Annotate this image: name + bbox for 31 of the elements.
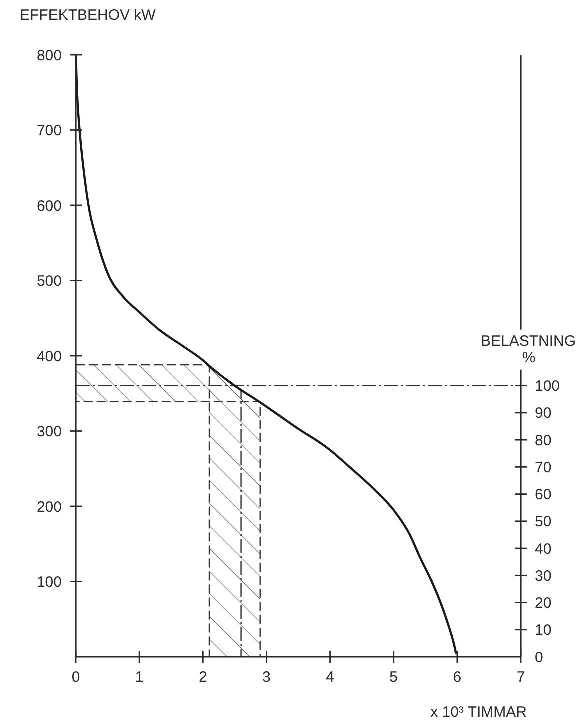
y2-tick-label: 90 bbox=[535, 405, 552, 422]
y2-tick-label: 40 bbox=[535, 540, 552, 558]
x-tick-label: 2 bbox=[198, 669, 208, 686]
y-tick-label: 600 bbox=[36, 198, 62, 215]
y2-tick-label: 10 bbox=[535, 622, 552, 640]
y2-tick-label: 20 bbox=[535, 595, 552, 612]
x-tick-label: 6 bbox=[453, 669, 462, 686]
x-tick-label: 5 bbox=[390, 669, 398, 686]
x-tick-label: 3 bbox=[262, 669, 271, 686]
y2-tick-label: 100 bbox=[535, 378, 560, 396]
y2-tick-label: 70 bbox=[535, 459, 552, 476]
y-tick-label: 500 bbox=[36, 273, 62, 290]
y-tick-label: 400 bbox=[36, 348, 62, 366]
y-tick-label: 200 bbox=[36, 498, 62, 516]
x-tick-label: 1 bbox=[135, 669, 144, 686]
y-tick-label: 800 bbox=[36, 47, 62, 64]
y-axis-title: EFFEKTBEHOV kW bbox=[20, 7, 157, 24]
y-tick-label: 700 bbox=[36, 122, 62, 140]
y2-tick-label: 0 bbox=[535, 649, 544, 666]
y2-tick-label: 30 bbox=[535, 568, 552, 585]
x-axis-title: x 10³ TIMMAR bbox=[430, 704, 528, 721]
y-tick-label: 100 bbox=[36, 574, 62, 591]
y2-tick-label: 50 bbox=[535, 514, 552, 531]
y-tick-label: 300 bbox=[36, 424, 62, 440]
y2-axis-title: BELASTNING % bbox=[480, 332, 576, 366]
x-tick-label: 7 bbox=[516, 669, 526, 686]
y2-tick-label: 80 bbox=[535, 432, 552, 450]
line-series bbox=[74, 54, 458, 654]
x-tick-label: 4 bbox=[326, 669, 334, 686]
y2-tick-label: 60 bbox=[535, 486, 552, 504]
x-tick-label: 0 bbox=[72, 669, 80, 686]
